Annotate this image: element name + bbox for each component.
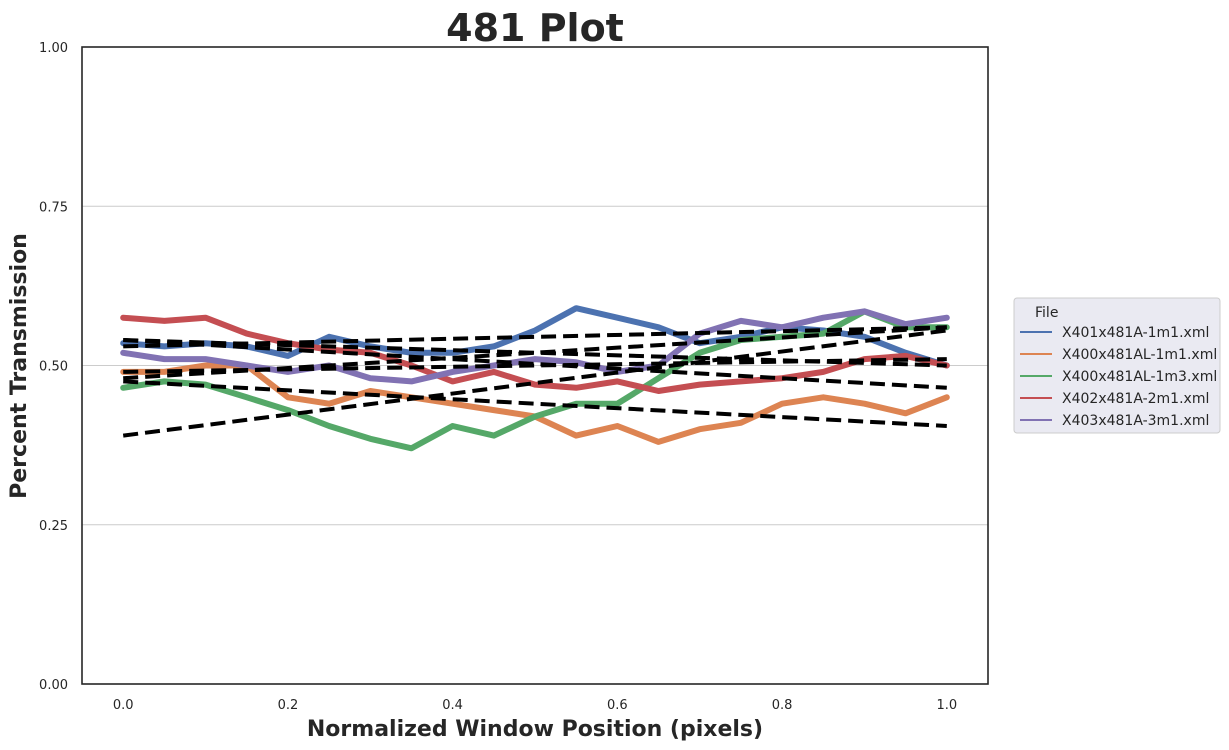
y-tick-label: 0.00 [39, 678, 68, 693]
legend: File X401x481A-1m1.xml X400x481AL-1m1.xml… [1013, 297, 1221, 434]
x-tick-label: 0.4 [442, 698, 463, 713]
legend-entries: X401x481A-1m1.xml X400x481AL-1m1.xml X400x… [1020, 325, 1217, 429]
y-tick-label: 1.00 [39, 41, 68, 56]
legend-title: File [1035, 305, 1058, 321]
chart-title: 481 Plot [446, 6, 624, 50]
trend-line-6 [123, 357, 947, 374]
x-tick-label: 0.8 [772, 698, 793, 713]
x-ticks: 0.0 0.2 0.4 0.6 0.8 1.0 [113, 698, 957, 713]
legend-label-2: X400x481AL-1m3.xml [1062, 369, 1217, 385]
y-tick-label: 0.50 [39, 360, 68, 375]
y-ticks: 0.00 0.25 0.50 0.75 1.00 [39, 41, 68, 693]
series-line-4 [120, 308, 950, 385]
trend-line-5 [123, 325, 947, 349]
x-axis-label: Normalized Window Position (pixels) [307, 717, 763, 742]
x-tick-label: 1.0 [936, 698, 957, 713]
legend-label-1: X400x481AL-1m1.xml [1062, 347, 1217, 363]
x-tick-label: 0.6 [607, 698, 628, 713]
series-line-3 [120, 314, 950, 394]
series-lines [120, 305, 950, 452]
y-axis-label: Percent Transmission [7, 233, 32, 499]
series-line-1 [120, 362, 950, 445]
trend-line-2 [122, 328, 948, 438]
y-tick-label: 0.25 [39, 519, 68, 534]
trend-line-3 [123, 338, 947, 390]
plot-frame [81, 46, 989, 685]
x-tick-label: 0.2 [278, 698, 299, 713]
x-tick-label: 0.0 [113, 698, 134, 713]
legend-box [1013, 297, 1221, 434]
legend-label-0: X401x481A-1m1.xml [1062, 325, 1209, 341]
legend-label-3: X402x481A-2m1.xml [1062, 391, 1209, 407]
y-tick-label: 0.75 [39, 200, 68, 215]
trend-lines [122, 325, 948, 438]
legend-label-4: X403x481A-3m1.xml [1062, 413, 1209, 429]
trend-line-1 [123, 379, 947, 428]
